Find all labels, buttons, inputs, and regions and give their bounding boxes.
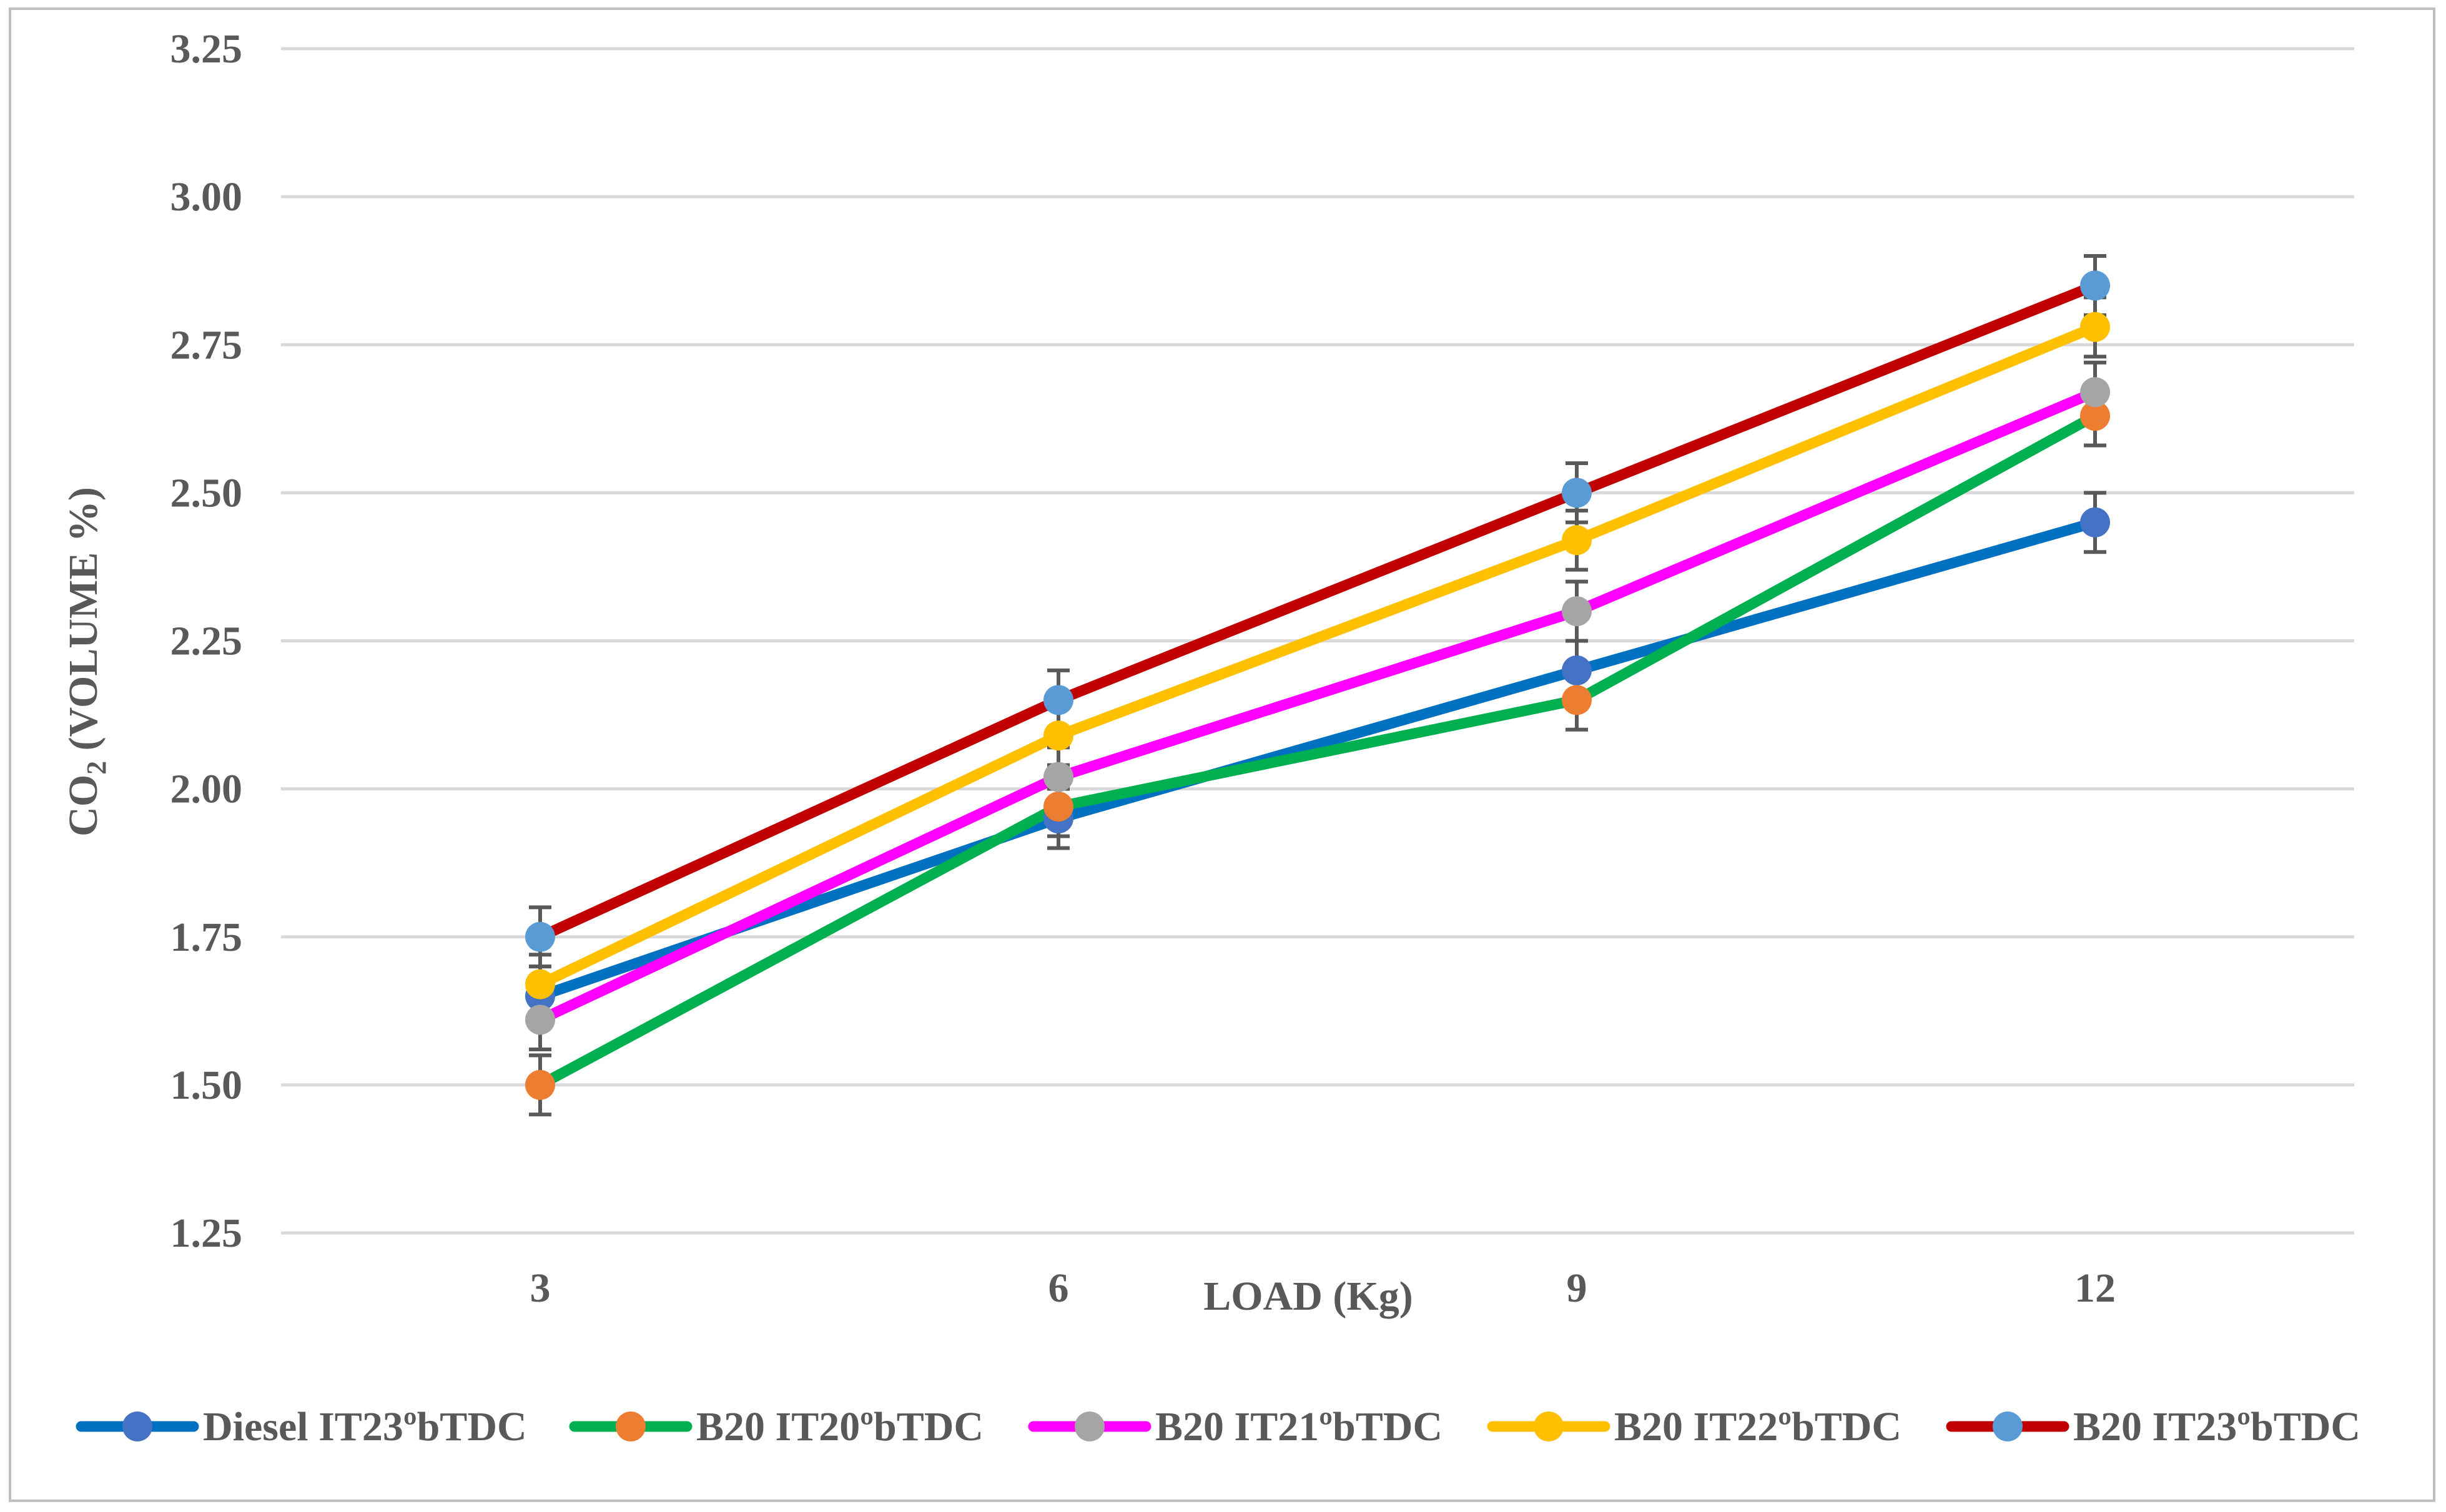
data-point	[525, 1069, 555, 1100]
series-line	[535, 517, 2101, 1002]
x-tick-label: 12	[2074, 1265, 2116, 1311]
data-point	[2080, 312, 2110, 342]
data-point	[1043, 720, 1073, 751]
data-point	[1043, 792, 1073, 822]
grid	[281, 47, 2354, 1235]
data-point	[525, 921, 555, 952]
y-tick-label: 2.75	[170, 322, 243, 368]
legend-marker	[1534, 1411, 1564, 1441]
y-tick-label: 1.25	[170, 1210, 243, 1256]
legend-item: B20 IT22ºbTDC	[1487, 1404, 1901, 1450]
y-tick-label: 2.25	[170, 619, 243, 664]
legend-label: Diesel IT23ºbTDC	[203, 1404, 527, 1450]
y-axis-title: CO2 (VOLUME %)	[61, 487, 112, 837]
data-point	[2080, 270, 2110, 301]
legend-marker	[122, 1411, 152, 1441]
x-axis-ticks: 3 6 9 12	[530, 1265, 2116, 1311]
legend: Diesel IT23ºbTDC B20 IT20ºbTDC B20 IT21ºbT…	[76, 1404, 2360, 1450]
series-lines	[535, 280, 2101, 1091]
legend-label: B20 IT20ºbTDC	[696, 1404, 984, 1450]
y-axis-ticks: 1.25 1.50 1.75 2.00 2.25 2.50 2.75 3.00 3.25	[170, 26, 243, 1256]
legend-marker	[616, 1411, 646, 1441]
data-point	[2080, 507, 2110, 538]
data-point	[1562, 525, 1592, 556]
series-line	[535, 386, 2101, 1026]
series-line	[535, 410, 2101, 1091]
legend-item: B20 IT20ºbTDC	[569, 1404, 984, 1450]
series-line	[535, 322, 2101, 990]
legend-marker	[1075, 1411, 1105, 1441]
x-tick-label: 3	[530, 1265, 551, 1311]
y-tick-label: 1.75	[170, 915, 243, 960]
data-point	[525, 1004, 555, 1035]
x-tick-label: 9	[1567, 1265, 1587, 1311]
legend-item: B20 IT21ºbTDC	[1028, 1404, 1442, 1450]
legend-item: Diesel IT23ºbTDC	[76, 1404, 527, 1450]
y-tick-label: 1.50	[170, 1063, 243, 1108]
series-line	[535, 280, 2101, 943]
y-tick-label: 2.00	[170, 767, 243, 812]
data-point	[525, 969, 555, 999]
x-axis-title: LOAD (Kg)	[1203, 1274, 1413, 1319]
legend-item: B20 IT23ºbTDC	[1946, 1404, 2360, 1450]
x-tick-label: 6	[1048, 1265, 1069, 1311]
data-point	[1043, 762, 1073, 792]
data-point	[2080, 377, 2110, 408]
legend-label: B20 IT23ºbTDC	[2073, 1404, 2360, 1450]
data-point	[1562, 685, 1592, 715]
data-point	[1562, 478, 1592, 508]
y-tick-label: 2.50	[170, 470, 243, 516]
data-point	[1562, 655, 1592, 685]
legend-label: B20 IT22ºbTDC	[1614, 1404, 1901, 1450]
series-markers	[525, 270, 2110, 1100]
chart-frame	[9, 7, 2435, 1502]
data-point	[2080, 401, 2110, 431]
y-tick-label: 3.25	[170, 26, 243, 72]
error-bars	[529, 253, 2106, 1117]
data-point	[1562, 596, 1592, 627]
data-point	[1043, 685, 1073, 715]
legend-marker	[1993, 1411, 2023, 1441]
legend-label: B20 IT21ºbTDC	[1155, 1404, 1442, 1450]
y-tick-label: 3.00	[170, 174, 243, 220]
